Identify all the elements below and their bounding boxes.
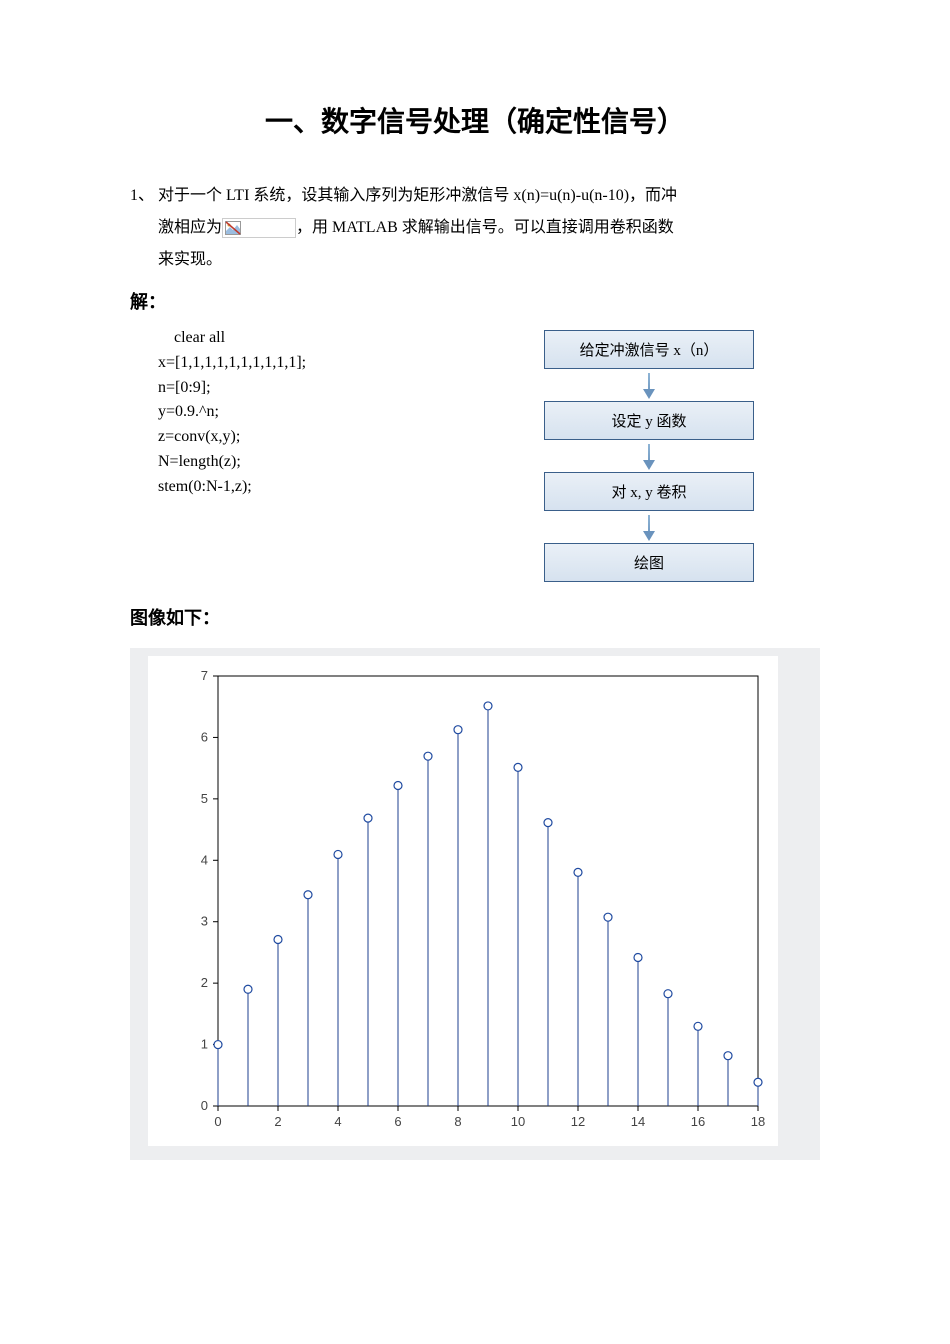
- svg-text:8: 8: [454, 1114, 461, 1129]
- flow-box-3: 对 x, y 卷积: [544, 472, 754, 511]
- svg-text:2: 2: [274, 1114, 281, 1129]
- problem-line3: 来实现。: [158, 251, 222, 268]
- svg-text:5: 5: [201, 791, 208, 806]
- flow-box-2: 设定 y 函数: [544, 401, 754, 440]
- broken-image-icon: [222, 218, 296, 238]
- problem-number: 1、: [130, 180, 158, 212]
- plot-panel: 01234567024681012141618: [130, 648, 820, 1160]
- problem-line2-prefix: 激相应为: [158, 219, 222, 236]
- flow-arrow-icon: [648, 515, 650, 539]
- problem-line1: 对于一个 LTI 系统，设其输入序列为矩形冲激信号 x(n)=u(n)-u(n-…: [158, 187, 677, 204]
- image-label: 图像如下：: [130, 604, 820, 630]
- svg-text:18: 18: [751, 1114, 765, 1129]
- svg-text:4: 4: [334, 1114, 341, 1129]
- problem-statement: 1、对于一个 LTI 系统，设其输入序列为矩形冲激信号 x(n)=u(n)-u(…: [130, 180, 820, 276]
- svg-text:4: 4: [201, 852, 208, 867]
- svg-text:10: 10: [511, 1114, 525, 1129]
- svg-text:0: 0: [214, 1114, 221, 1129]
- svg-text:0: 0: [201, 1098, 208, 1113]
- flow-arrow-icon: [648, 373, 650, 397]
- svg-text:7: 7: [201, 668, 208, 683]
- problem-line2-suffix: ，用 MATLAB 求解输出信号。可以直接调用卷积函数: [296, 219, 674, 236]
- svg-text:14: 14: [631, 1114, 645, 1129]
- flow-box-1: 给定冲激信号 x（n）: [544, 330, 754, 369]
- flow-box-4: 绘图: [544, 543, 754, 582]
- svg-text:16: 16: [691, 1114, 705, 1129]
- svg-text:12: 12: [571, 1114, 585, 1129]
- stem-plot: 01234567024681012141618: [148, 656, 778, 1146]
- svg-text:1: 1: [201, 1037, 208, 1052]
- page-title: 一、数字信号处理（确定性信号）: [130, 100, 820, 140]
- flowchart: 给定冲激信号 x（n） 设定 y 函数 对 x, y 卷积 绘图: [478, 326, 820, 582]
- flow-arrow-icon: [648, 444, 650, 468]
- svg-text:3: 3: [201, 914, 208, 929]
- svg-text:6: 6: [201, 729, 208, 744]
- matlab-code: clear all x=[1,1,1,1,1,1,1,1,1,1]; n=[0:…: [130, 326, 438, 500]
- svg-text:6: 6: [394, 1114, 401, 1129]
- solution-label: 解：: [130, 288, 820, 314]
- svg-text:2: 2: [201, 975, 208, 990]
